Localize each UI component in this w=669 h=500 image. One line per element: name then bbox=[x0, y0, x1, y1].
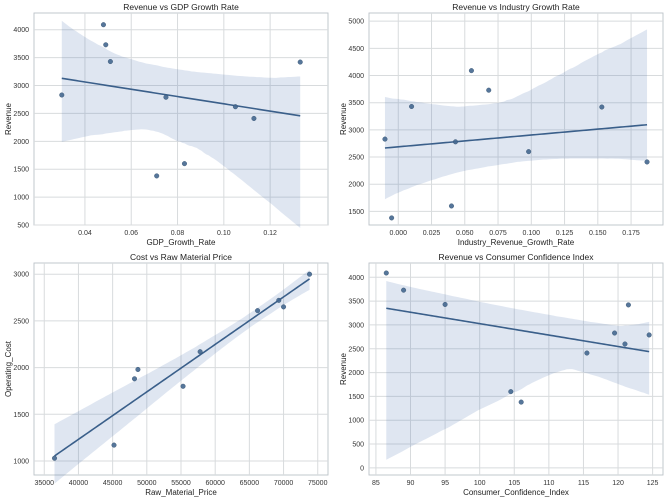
svg-text:0.000: 0.000 bbox=[389, 230, 407, 237]
svg-text:1500: 1500 bbox=[348, 394, 364, 401]
svg-text:125: 125 bbox=[646, 480, 658, 487]
svg-text:90: 90 bbox=[406, 480, 414, 487]
svg-text:35000: 35000 bbox=[35, 480, 55, 487]
svg-text:0.04: 0.04 bbox=[78, 230, 92, 237]
svg-text:75000: 75000 bbox=[308, 480, 328, 487]
svg-text:0.125: 0.125 bbox=[555, 230, 573, 237]
svg-text:100: 100 bbox=[473, 480, 485, 487]
svg-text:Revenue: Revenue bbox=[4, 102, 13, 135]
svg-text:2500: 2500 bbox=[13, 111, 29, 118]
svg-text:4000: 4000 bbox=[13, 27, 29, 34]
svg-text:45000: 45000 bbox=[103, 480, 123, 487]
svg-text:0.08: 0.08 bbox=[171, 230, 185, 237]
svg-text:2000: 2000 bbox=[13, 365, 29, 372]
svg-text:500: 500 bbox=[352, 442, 364, 449]
svg-text:50000: 50000 bbox=[137, 480, 157, 487]
svg-text:110: 110 bbox=[543, 480, 554, 487]
svg-text:65000: 65000 bbox=[240, 480, 260, 487]
svg-text:70000: 70000 bbox=[274, 480, 294, 487]
svg-text:3500: 3500 bbox=[348, 100, 364, 107]
svg-text:0.12: 0.12 bbox=[263, 230, 277, 237]
svg-text:0.150: 0.150 bbox=[589, 230, 607, 237]
svg-text:105: 105 bbox=[508, 480, 520, 487]
svg-text:3000: 3000 bbox=[348, 127, 364, 134]
svg-text:0.175: 0.175 bbox=[622, 230, 640, 237]
svg-text:60000: 60000 bbox=[205, 480, 225, 487]
svg-text:1500: 1500 bbox=[348, 209, 364, 216]
svg-text:Industry_Revenue_Growth_Rate: Industry_Revenue_Growth_Rate bbox=[457, 238, 574, 247]
svg-text:1500: 1500 bbox=[13, 412, 29, 419]
svg-text:5000: 5000 bbox=[348, 19, 364, 26]
svg-text:95: 95 bbox=[441, 480, 449, 487]
svg-text:Operating_Cost: Operating_Cost bbox=[4, 340, 13, 397]
svg-text:Raw_Material_Price: Raw_Material_Price bbox=[145, 488, 217, 497]
svg-text:0.10: 0.10 bbox=[217, 230, 231, 237]
svg-text:Revenue vs GDP Growth Rate: Revenue vs GDP Growth Rate bbox=[123, 2, 239, 12]
svg-text:Revenue vs Industry Growth Rat: Revenue vs Industry Growth Rate bbox=[452, 2, 580, 12]
svg-text:3000: 3000 bbox=[13, 272, 29, 279]
svg-text:0.06: 0.06 bbox=[124, 230, 138, 237]
svg-text:1000: 1000 bbox=[13, 458, 29, 465]
svg-text:Revenue vs Consumer Confidence: Revenue vs Consumer Confidence Index bbox=[438, 252, 594, 262]
svg-text:0: 0 bbox=[360, 465, 364, 472]
svg-text:1000: 1000 bbox=[348, 418, 364, 425]
svg-text:Revenue: Revenue bbox=[339, 352, 348, 385]
svg-text:0.100: 0.100 bbox=[522, 230, 540, 237]
svg-text:0.050: 0.050 bbox=[456, 230, 474, 237]
svg-text:1500: 1500 bbox=[13, 167, 29, 174]
svg-text:Consumer_Confidence_Index: Consumer_Confidence_Index bbox=[463, 488, 569, 497]
svg-text:115: 115 bbox=[577, 480, 588, 487]
svg-text:55000: 55000 bbox=[171, 480, 191, 487]
svg-text:2500: 2500 bbox=[13, 318, 29, 325]
svg-text:Cost vs Raw Material Price: Cost vs Raw Material Price bbox=[130, 252, 232, 262]
svg-text:40000: 40000 bbox=[69, 480, 89, 487]
svg-text:3000: 3000 bbox=[13, 83, 29, 90]
svg-text:2000: 2000 bbox=[13, 139, 29, 146]
svg-text:GDP_Growth_Rate: GDP_Growth_Rate bbox=[147, 238, 216, 247]
svg-text:1000: 1000 bbox=[13, 195, 29, 202]
svg-text:3500: 3500 bbox=[13, 55, 29, 62]
svg-text:500: 500 bbox=[17, 223, 29, 230]
svg-text:85: 85 bbox=[372, 480, 380, 487]
svg-text:3000: 3000 bbox=[348, 322, 364, 329]
svg-text:2500: 2500 bbox=[348, 155, 364, 162]
svg-text:4500: 4500 bbox=[348, 46, 364, 53]
svg-text:4000: 4000 bbox=[348, 73, 364, 80]
svg-text:0.075: 0.075 bbox=[489, 230, 507, 237]
svg-text:2000: 2000 bbox=[348, 370, 364, 377]
svg-text:2500: 2500 bbox=[348, 346, 364, 353]
svg-text:4000: 4000 bbox=[348, 275, 364, 282]
svg-text:2000: 2000 bbox=[348, 182, 364, 189]
svg-text:Revenue: Revenue bbox=[339, 102, 348, 135]
svg-text:120: 120 bbox=[612, 480, 624, 487]
svg-text:0.025: 0.025 bbox=[422, 230, 440, 237]
svg-text:3500: 3500 bbox=[348, 299, 364, 306]
